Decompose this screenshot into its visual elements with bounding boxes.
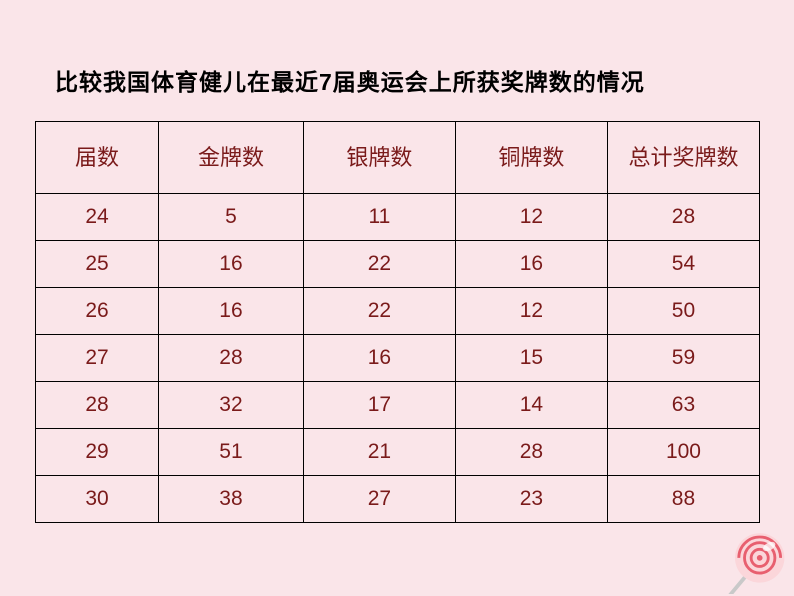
- table-row: 29512128100: [36, 429, 760, 476]
- table-row: 2728161559: [36, 335, 760, 382]
- medal-table: 届数金牌数银牌数铜牌数总计奖牌数 24511122825162216542616…: [35, 121, 760, 523]
- table-cell: 21: [303, 429, 455, 476]
- table-cell: 25: [36, 241, 159, 288]
- table-cell: 17: [303, 382, 455, 429]
- table-header-cell: 总计奖牌数: [607, 122, 759, 194]
- table-cell: 12: [455, 194, 607, 241]
- table-cell: 28: [159, 335, 304, 382]
- table-cell: 16: [303, 335, 455, 382]
- table-cell: 32: [159, 382, 304, 429]
- table-cell: 22: [303, 241, 455, 288]
- table-cell: 26: [36, 288, 159, 335]
- table-cell: 14: [455, 382, 607, 429]
- table-cell: 5: [159, 194, 304, 241]
- table-row: 2832171463: [36, 382, 760, 429]
- table-cell: 29: [36, 429, 159, 476]
- table-cell: 23: [455, 476, 607, 523]
- table-cell: 16: [159, 241, 304, 288]
- table-cell: 11: [303, 194, 455, 241]
- lollipop-icon: [716, 518, 792, 594]
- table-header-row: 届数金牌数银牌数铜牌数总计奖牌数: [36, 122, 760, 194]
- table-head: 届数金牌数银牌数铜牌数总计奖牌数: [36, 122, 760, 194]
- table-row: 3038272388: [36, 476, 760, 523]
- page-title: 比较我国体育健儿在最近7届奥运会上所获奖牌数的情况: [55, 63, 645, 97]
- table-cell: 100: [607, 429, 759, 476]
- table-cell: 88: [607, 476, 759, 523]
- table-cell: 50: [607, 288, 759, 335]
- table-cell: 12: [455, 288, 607, 335]
- table-cell: 16: [159, 288, 304, 335]
- table-cell: 22: [303, 288, 455, 335]
- table-cell: 15: [455, 335, 607, 382]
- table-row: 2616221250: [36, 288, 760, 335]
- table-header-cell: 金牌数: [159, 122, 304, 194]
- table-cell: 38: [159, 476, 304, 523]
- table-header-cell: 届数: [36, 122, 159, 194]
- table-cell: 27: [36, 335, 159, 382]
- table-row: 245111228: [36, 194, 760, 241]
- table-header-cell: 铜牌数: [455, 122, 607, 194]
- table-cell: 59: [607, 335, 759, 382]
- table-body: 2451112282516221654261622125027281615592…: [36, 194, 760, 523]
- table-cell: 28: [455, 429, 607, 476]
- table-header-cell: 银牌数: [303, 122, 455, 194]
- table-cell: 16: [455, 241, 607, 288]
- table-row: 2516221654: [36, 241, 760, 288]
- table-cell: 24: [36, 194, 159, 241]
- table-cell: 51: [159, 429, 304, 476]
- table-cell: 30: [36, 476, 159, 523]
- table-cell: 28: [607, 194, 759, 241]
- table-cell: 63: [607, 382, 759, 429]
- table-cell: 28: [36, 382, 159, 429]
- table-cell: 54: [607, 241, 759, 288]
- table-cell: 27: [303, 476, 455, 523]
